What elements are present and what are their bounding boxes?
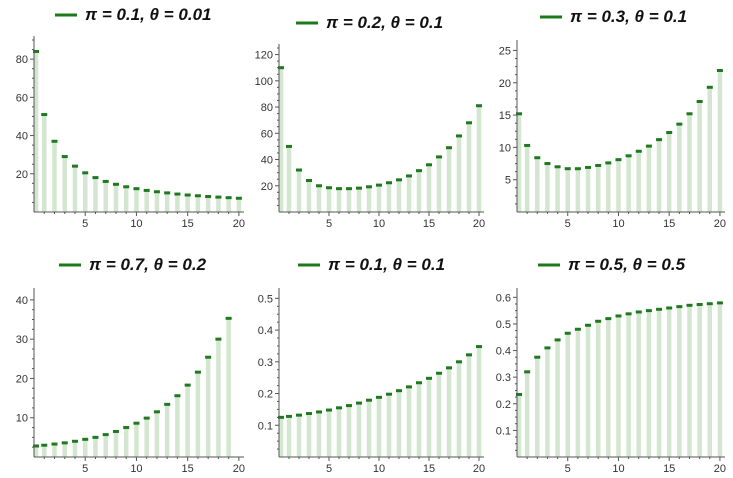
y-tick-label: 120 — [255, 50, 273, 62]
y-tick-label: 80 — [16, 54, 28, 66]
x-tick-label: 5 — [326, 218, 332, 230]
x-tick-label: 5 — [326, 463, 332, 475]
y-tick-label: 40 — [261, 155, 273, 167]
y-tick-label: 60 — [261, 128, 273, 140]
y-tick-label: 20 — [16, 373, 28, 385]
y-tick-label: 0.3 — [496, 372, 511, 384]
y-tick-label: 0.1 — [258, 420, 273, 432]
y-tick-label: 80 — [261, 102, 273, 114]
x-tick-label: 10 — [373, 463, 385, 475]
x-tick-label: 20 — [473, 218, 485, 230]
x-tick-label: 15 — [663, 218, 675, 230]
legend: π = 0.5, θ = 0.5 — [538, 255, 686, 274]
y-tick-label: 0.2 — [496, 399, 511, 411]
y-tick-label: 0.1 — [496, 425, 511, 437]
y-tick-label: 0.5 — [496, 319, 511, 331]
legend: π = 0.1, θ = 0.1 — [298, 255, 445, 274]
chart-panel-1: π = 0.1, θ = 0.01 5 10 15 20 20 40 60 80 — [16, 5, 245, 230]
y-tick-label: 15 — [499, 110, 511, 122]
chart-panel-3: π = 0.3, θ = 0.1 5 10 15 20 5 10 15 20 25 — [499, 7, 726, 230]
x-tick-label: 15 — [182, 463, 194, 475]
x-tick-label: 15 — [663, 463, 675, 475]
chart-panel-6: π = 0.5, θ = 0.5 5 10 15 20 0.1 0.2 0.3 0.4 0.5 0.… — [496, 255, 726, 475]
x-tick-label: 20 — [714, 463, 726, 475]
x-tick-label: 20 — [233, 218, 245, 230]
y-tick-label: 100 — [255, 76, 273, 88]
x-tick-label: 10 — [373, 218, 385, 230]
legend-label: π = 0.2, θ = 0.1 — [326, 13, 443, 32]
y-tick-label: 20 — [499, 78, 511, 90]
y-tick-label: 0.5 — [258, 293, 273, 305]
y-tick-label: 25 — [499, 45, 511, 57]
y-tick-label: 5 — [505, 175, 511, 187]
y-tick-label: 40 — [16, 295, 28, 307]
x-tick-label: 5 — [565, 218, 571, 230]
chart-panel-4: π = 0.7, θ = 0.2 5 10 15 20 10 20 30 40 — [16, 255, 245, 475]
x-tick-label: 10 — [612, 463, 624, 475]
y-tick-label: 20 — [261, 181, 273, 193]
x-tick-label: 15 — [182, 218, 194, 230]
x-tick-label: 20 — [473, 463, 485, 475]
y-tick-label: 10 — [499, 142, 511, 154]
y-tick-label: 0.4 — [496, 346, 511, 358]
y-tick-label: 60 — [16, 92, 28, 104]
x-tick-label: 20 — [714, 218, 726, 230]
x-tick-label: 20 — [233, 463, 245, 475]
x-tick-label: 5 — [82, 218, 88, 230]
y-tick-label: 10 — [16, 413, 28, 425]
y-tick-label: 30 — [16, 334, 28, 346]
y-tick-label: 0.3 — [258, 357, 273, 369]
y-tick-label: 0.6 — [496, 292, 511, 304]
legend: π = 0.2, θ = 0.1 — [296, 13, 443, 32]
legend-label: π = 0.7, θ = 0.2 — [89, 255, 207, 274]
legend-label: π = 0.1, θ = 0.1 — [328, 255, 445, 274]
x-tick-label: 15 — [423, 218, 435, 230]
x-tick-label: 5 — [82, 463, 88, 475]
chart-panel-5: π = 0.1, θ = 0.1 5 10 15 20 0.1 0.2 0.3 0.4 0.5 — [258, 255, 485, 475]
x-tick-label: 10 — [130, 463, 142, 475]
legend: π = 0.1, θ = 0.01 — [55, 5, 212, 24]
x-tick-label: 10 — [130, 218, 142, 230]
y-tick-label: 0.4 — [258, 325, 273, 337]
chart-panel-2: π = 0.2, θ = 0.1 5 10 15 20 20 40 60 80 100 120 — [255, 13, 485, 230]
legend-label: π = 0.3, θ = 0.1 — [570, 7, 687, 26]
x-tick-label: 10 — [612, 218, 624, 230]
legend: π = 0.7, θ = 0.2 — [59, 255, 207, 274]
y-tick-label: 40 — [16, 131, 28, 143]
x-tick-label: 15 — [423, 463, 435, 475]
legend: π = 0.3, θ = 0.1 — [540, 7, 687, 26]
legend-label: π = 0.5, θ = 0.5 — [568, 255, 686, 274]
x-tick-label: 5 — [565, 463, 571, 475]
y-tick-label: 0.2 — [258, 389, 273, 401]
legend-label: π = 0.1, θ = 0.01 — [85, 5, 212, 24]
y-tick-label: 20 — [16, 169, 28, 181]
